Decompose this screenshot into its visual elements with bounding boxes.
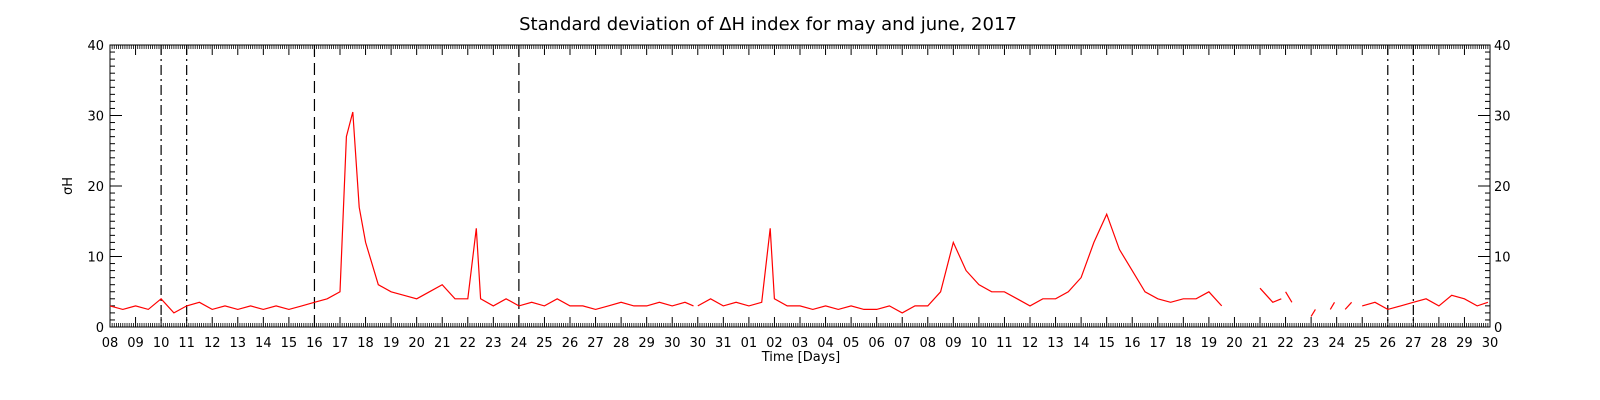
y-axis-label: σH [61,177,76,195]
y-tick-label: 0 [96,321,104,336]
y-axis-right: 0 10 20 30 40 [1478,39,1511,336]
x-tick-label: 21 [434,336,451,351]
x-tick-label: 17 [332,336,349,351]
x-tick-label: 04 [817,336,834,351]
x-tick-label: 22 [460,336,477,351]
x-tick-label: 27 [1405,336,1422,351]
series-line-segment [1329,301,1336,310]
series-line-segment [1310,309,1316,317]
x-tick-label: 25 [536,336,553,351]
x-tick-label: 30 [1482,336,1499,351]
x-tick-label: 13 [230,336,247,351]
x-tick-label: 21 [1252,336,1269,351]
x-tick-label: 14 [255,336,272,351]
x-tick-label: 11 [178,336,195,351]
x-tick-label: 06 [868,336,885,351]
x-tick-label: 30 [664,336,681,351]
x-tick-label: 03 [792,336,809,351]
x-tick-label: 12 [204,336,221,351]
x-tick-label: 18 [1175,336,1192,351]
x-tick-label: 24 [1328,336,1345,351]
x-tick-label: 28 [613,336,630,351]
x-tick-label: 10 [153,336,170,351]
x-axis: 08 09 10 11 12 13 14 15 16 17 18 19 20 21 22 23 24 25 26 27… [102,45,1499,351]
x-tick-label: 31 [715,336,732,351]
x-tick-label: 25 [1354,336,1371,351]
minor-ticks [110,45,1490,327]
chart-title: Standard deviation of ΔH index for may a… [519,14,1017,35]
x-axis-label: Time [Days] [761,350,841,365]
x-tick-label: 14 [1073,336,1090,351]
series-line-segment [697,212,1223,314]
x-tick-label: 23 [1303,336,1320,351]
x-tick-label: 20 [408,336,425,351]
x-tick-label: 09 [127,336,144,351]
x-tick-label: 29 [1456,336,1473,351]
x-tick-label: 20 [1226,336,1243,351]
x-tick-label: 02 [766,336,783,351]
x-tick-label: 27 [587,336,604,351]
x-tick-label: 24 [511,336,528,351]
x-tick-label: 16 [306,336,323,351]
y-tick-label: 30 [1494,110,1511,125]
x-tick-label: 29 [638,336,655,351]
series-line-segment [1344,301,1353,310]
y-axis-left: 0 10 20 30 40 [87,39,122,336]
y-tick-label: 40 [87,39,104,54]
x-tick-label: 23 [485,336,502,351]
series-group [109,111,1489,317]
x-tick-label: 08 [920,336,937,351]
series-line-segment [1285,291,1293,303]
x-tick-label: 11 [996,336,1013,351]
series-line-segment [109,111,694,314]
series-line-segment [1362,294,1489,311]
y-tick-label: 20 [87,180,104,195]
x-tick-label: 19 [1201,336,1218,351]
x-tick-label: 28 [1431,336,1448,351]
event-markers [160,45,1414,327]
x-tick-label: 17 [1150,336,1167,351]
x-tick-label: 07 [894,336,911,351]
x-tick-label: 22 [1277,336,1294,351]
x-tick-label: 09 [945,336,962,351]
y-tick-label: 10 [87,251,104,266]
y-tick-label: 40 [1494,39,1511,54]
plot-frame [109,44,1491,328]
x-tick-label: 13 [1047,336,1064,351]
y-tick-label: 20 [1494,180,1511,195]
x-tick-label: 15 [1098,336,1115,351]
x-tick-label: 30 [690,336,707,351]
x-tick-label: 05 [843,336,860,351]
x-tick-label: 16 [1124,336,1141,351]
y-tick-label: 30 [87,110,104,125]
x-tick-label: 10 [971,336,988,351]
y-tick-label: 0 [1494,321,1502,336]
x-tick-label: 01 [741,336,758,351]
x-tick-label: 26 [562,336,579,351]
y-tick-label: 10 [1494,251,1511,266]
x-tick-label: 18 [357,336,374,351]
x-tick-label: 26 [1380,336,1397,351]
x-tick-label: 12 [1022,336,1039,351]
x-tick-label: 15 [281,336,298,351]
x-tick-label: 08 [102,336,119,351]
x-tick-label: 19 [383,336,400,351]
series-line-segment [1259,287,1282,304]
